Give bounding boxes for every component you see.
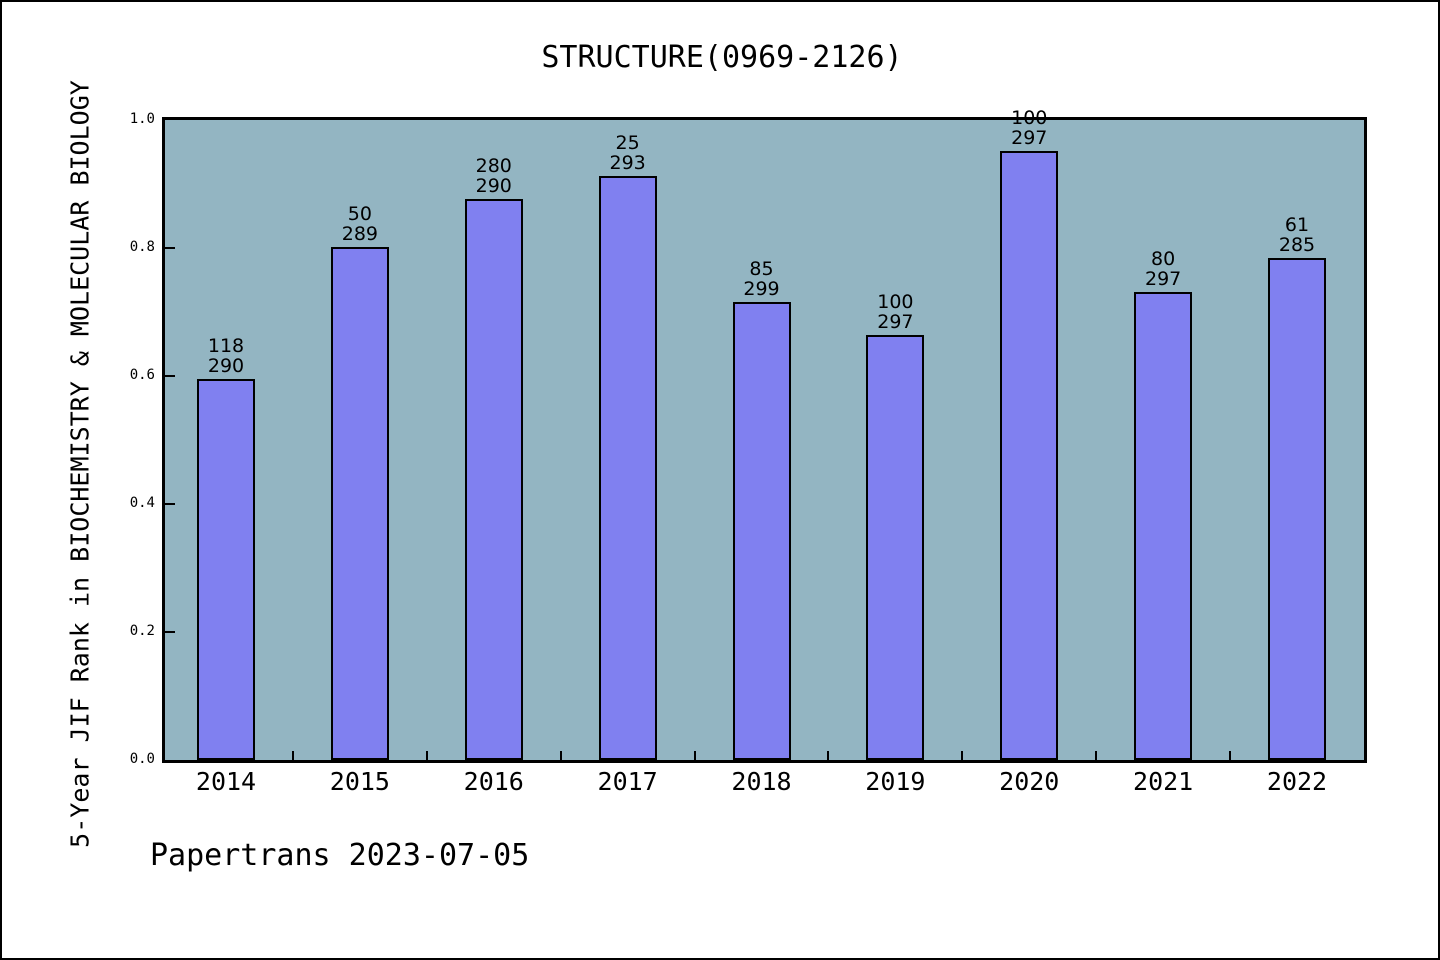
bar-value-label-2016: 280 290 [475, 155, 512, 198]
bar-value-label-2017: 25 293 [609, 131, 646, 174]
bar-value-label-2021: 80 297 [1144, 248, 1182, 291]
bar-2021 [1134, 292, 1193, 760]
x-tick-mark [1229, 751, 1232, 760]
bar-2014 [197, 379, 255, 760]
y-tick-label-0.4: 0.4 [129, 495, 155, 511]
y-tick-label-0.6: 0.6 [129, 367, 155, 383]
bar-value-label-2018: 85 299 [743, 258, 780, 301]
bar-value-label-2020: 100 297 [1011, 106, 1048, 149]
chart-title: STRUCTURE(0969-2126) [541, 40, 903, 75]
y-tick-mark [165, 631, 175, 633]
y-tick-mark [165, 375, 175, 377]
bar-2018 [732, 302, 791, 760]
y-tick-mark [165, 247, 175, 249]
bar-2019 [866, 335, 925, 760]
x-tick-label-2018: 2018 [731, 767, 792, 796]
bar-2015 [330, 246, 389, 760]
bar-2017 [598, 175, 657, 760]
x-tick-mark [425, 751, 428, 760]
y-tick-label-0.2: 0.2 [129, 623, 155, 639]
bar-2020 [1000, 150, 1059, 760]
x-tick-label-2016: 2016 [463, 767, 524, 796]
x-tick-label-2021: 2021 [1133, 767, 1194, 796]
x-tick-mark [961, 751, 964, 760]
x-tick-mark [291, 751, 294, 760]
x-tick-label-2017: 2017 [597, 767, 658, 796]
x-tick-label-2014: 2014 [195, 767, 257, 796]
bar-2022 [1268, 257, 1326, 760]
watermark-text: Papertrans 2023-07-05 [150, 838, 530, 873]
x-tick-label-2022: 2022 [1266, 767, 1328, 796]
y-tick-label-0.8: 0.8 [129, 239, 155, 255]
x-tick-mark [559, 751, 562, 760]
bar-value-label-2019: 100 297 [877, 291, 914, 334]
x-tick-mark [1095, 751, 1098, 760]
x-tick-label-2015: 2015 [329, 767, 390, 796]
bar-value-label-2014: 118 290 [207, 335, 245, 378]
bar-2016 [464, 199, 523, 760]
y-tick-mark [165, 503, 175, 505]
y-tick-label-1.0: 1.0 [129, 111, 155, 127]
bar-value-label-2022: 61 285 [1278, 213, 1316, 256]
y-axis-label-text: 5-Year JIF Rank in BIOCHEMISTRY & MOLECU… [65, 80, 95, 848]
x-tick-label-2020: 2020 [999, 767, 1060, 796]
y-tick-label-0.0: 0.0 [129, 751, 155, 767]
bar-value-label-2015: 50 289 [341, 202, 378, 245]
x-tick-label-2019: 2019 [865, 767, 926, 796]
x-tick-mark [693, 751, 696, 760]
x-tick-mark [827, 751, 830, 760]
